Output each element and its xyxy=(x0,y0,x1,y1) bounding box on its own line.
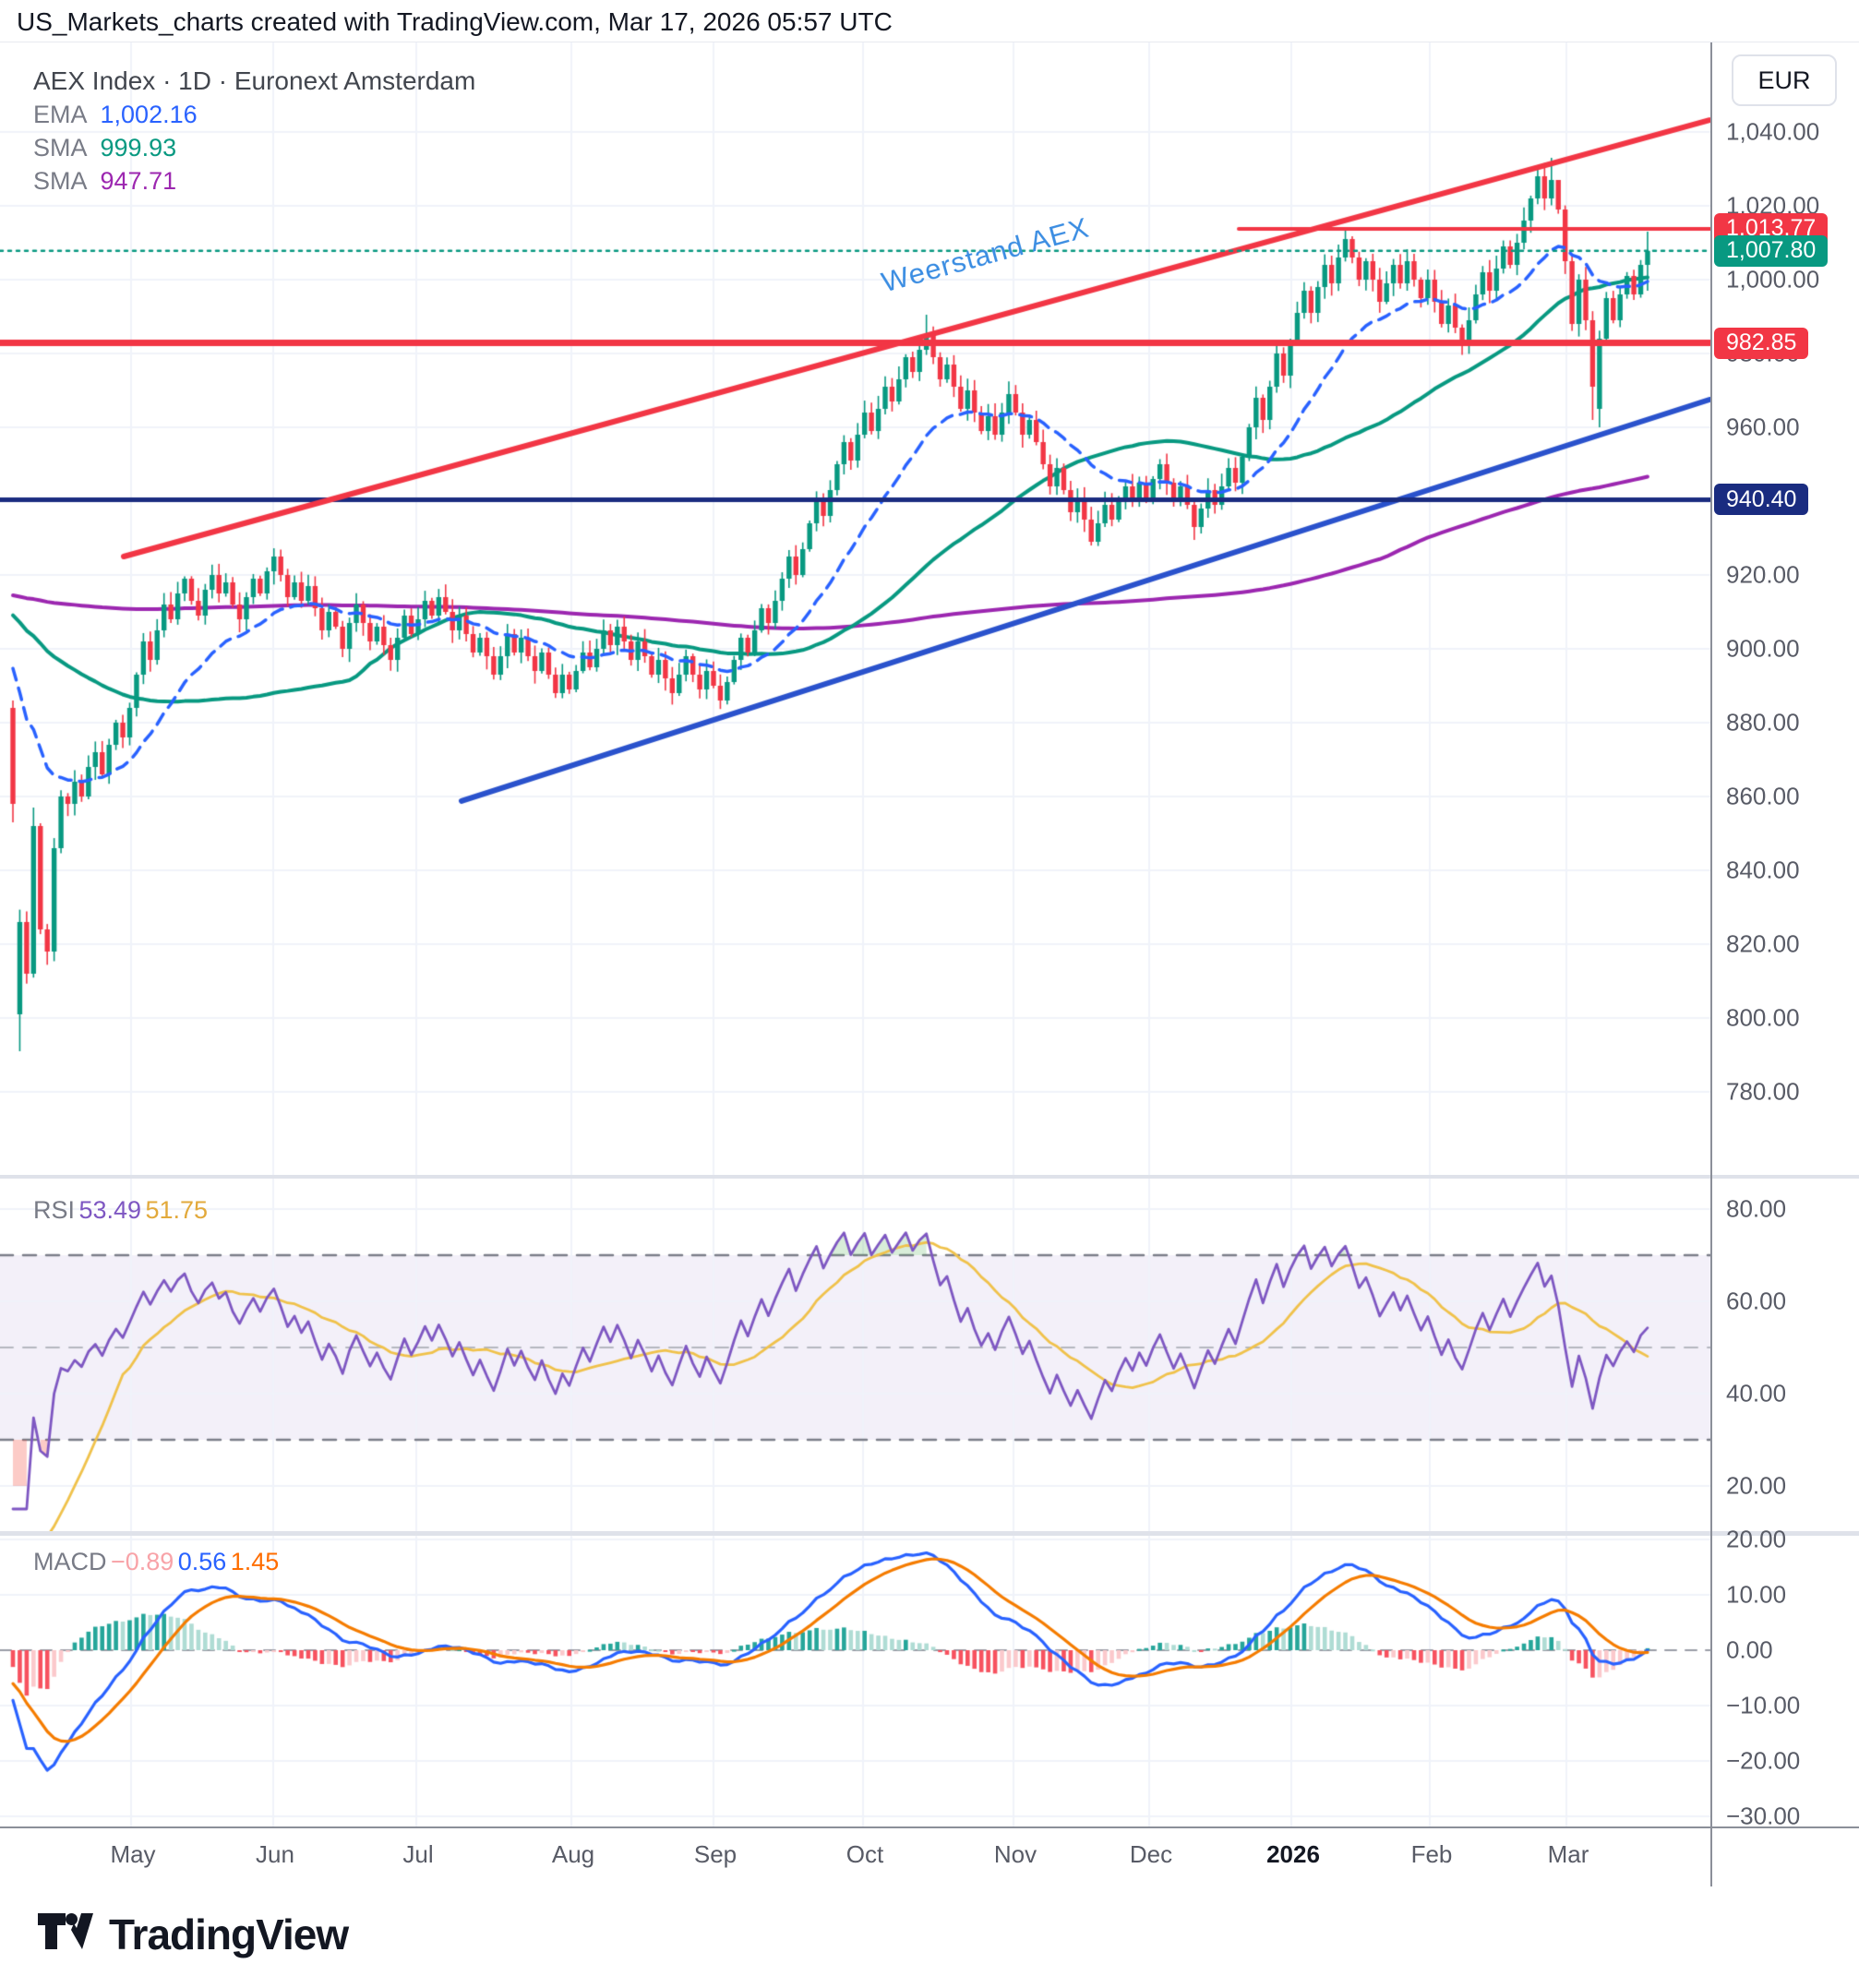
macd-tick: −10.00 xyxy=(1726,1691,1801,1719)
indicator-value: 999.93 xyxy=(100,134,177,162)
indicator-row-ema[interactable]: EMA 1,002.16 xyxy=(33,101,475,129)
price-pane[interactable] xyxy=(0,42,1710,1175)
macd-label: MACD xyxy=(33,1548,107,1575)
macd-pane[interactable] xyxy=(0,1536,1710,1826)
macd-signal-value: 1.45 xyxy=(230,1548,280,1575)
price-axis-border[interactable] xyxy=(1710,42,1712,1886)
macd-legend[interactable]: MACD −0.89 0.56 1.45 xyxy=(33,1548,279,1576)
rsi-tick: 60.00 xyxy=(1726,1287,1787,1315)
symbol-legend: AEX Index · 1D · Euronext Amsterdam EMA 1… xyxy=(33,66,475,196)
rsi-value: 53.49 xyxy=(78,1196,142,1224)
month-label[interactable]: Jul xyxy=(402,1840,434,1868)
rsi-tick: 80.00 xyxy=(1726,1194,1787,1223)
currency-button[interactable]: EUR xyxy=(1732,54,1837,106)
indicator-label: EMA xyxy=(33,101,88,128)
macd-hist-value: −0.89 xyxy=(110,1548,174,1575)
rsi-pane[interactable] xyxy=(0,1179,1710,1531)
symbol-title[interactable]: AEX Index · 1D · Euronext Amsterdam xyxy=(33,66,476,95)
indicator-label: SMA xyxy=(33,167,88,195)
price-tick: 880.00 xyxy=(1726,708,1800,737)
brand[interactable]: TradingView xyxy=(37,1908,349,1961)
pane-divider[interactable] xyxy=(0,1175,1859,1179)
price-tick: 920.00 xyxy=(1726,560,1800,589)
month-label[interactable]: Sep xyxy=(693,1840,738,1868)
price-label-badge: 982.85 xyxy=(1714,327,1809,359)
page-title: US_Markets_charts created with TradingVi… xyxy=(17,7,893,36)
price-tick: 800.00 xyxy=(1726,1003,1800,1032)
price-tick: 780.00 xyxy=(1726,1077,1800,1106)
macd-canvas[interactable] xyxy=(0,1536,1710,1826)
rsi-tick: 20.00 xyxy=(1726,1471,1787,1500)
price-label-badge: 940.40 xyxy=(1714,484,1809,516)
tradingview-logo-icon xyxy=(38,1913,93,1949)
rsi-ma-value: 51.75 xyxy=(145,1196,209,1224)
indicator-row-sma50[interactable]: SMA 999.93 xyxy=(33,134,475,162)
rsi-legend[interactable]: RSI 53.49 51.75 xyxy=(33,1196,208,1225)
price-tick: 840.00 xyxy=(1726,856,1800,884)
indicator-value: 947.71 xyxy=(100,167,177,195)
pane-divider[interactable] xyxy=(0,1531,1859,1536)
price-tick: 1,040.00 xyxy=(1726,117,1820,146)
macd-tick: 10.00 xyxy=(1726,1580,1787,1609)
month-label[interactable]: Aug xyxy=(551,1840,595,1868)
month-label[interactable]: 2026 xyxy=(1266,1840,1320,1868)
price-canvas[interactable] xyxy=(0,42,1710,1175)
month-label[interactable]: Oct xyxy=(846,1840,884,1868)
macd-line-value: 0.56 xyxy=(177,1548,227,1575)
price-label-badge: 1,007.80 xyxy=(1714,234,1829,267)
rsi-tick: 40.00 xyxy=(1726,1379,1787,1407)
price-tick: 860.00 xyxy=(1726,782,1800,810)
macd-tick: 20.00 xyxy=(1726,1525,1787,1553)
month-label[interactable]: Nov xyxy=(993,1840,1037,1868)
month-label[interactable]: May xyxy=(110,1840,156,1868)
indicator-value: 1,002.16 xyxy=(100,101,198,128)
time-axis-border xyxy=(0,1826,1859,1828)
price-tick: 820.00 xyxy=(1726,929,1800,958)
indicator-row-sma200[interactable]: SMA 947.71 xyxy=(33,167,475,196)
price-tick: 960.00 xyxy=(1726,413,1800,441)
macd-tick: −20.00 xyxy=(1726,1746,1801,1775)
rsi-label: RSI xyxy=(33,1196,76,1224)
indicator-label: SMA xyxy=(33,134,88,162)
header-bar: US_Markets_charts created with TradingVi… xyxy=(0,0,1859,42)
brand-name: TradingView xyxy=(109,1910,349,1958)
footer: TradingView xyxy=(0,1886,1859,1988)
month-label[interactable]: Jun xyxy=(256,1840,294,1868)
month-label[interactable]: Feb xyxy=(1410,1840,1453,1868)
macd-tick: −30.00 xyxy=(1726,1802,1801,1830)
price-tick: 1,000.00 xyxy=(1726,265,1820,293)
price-tick: 900.00 xyxy=(1726,634,1800,663)
month-label[interactable]: Mar xyxy=(1547,1840,1589,1868)
macd-tick: 0.00 xyxy=(1726,1635,1773,1664)
rsi-canvas[interactable] xyxy=(0,1179,1710,1531)
chart-area[interactable]: AEX Index · 1D · Euronext Amsterdam EMA 1… xyxy=(0,42,1859,1886)
month-label[interactable]: Dec xyxy=(1129,1840,1173,1868)
